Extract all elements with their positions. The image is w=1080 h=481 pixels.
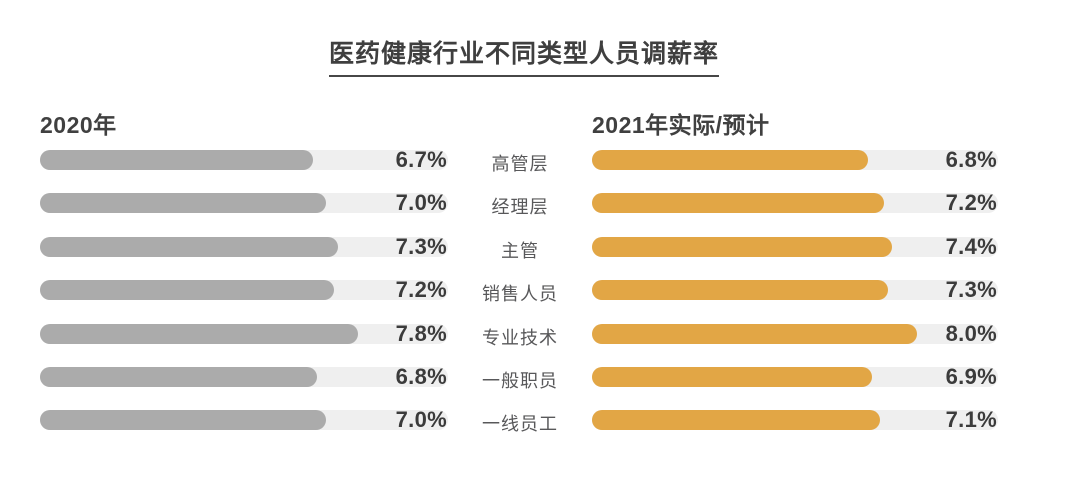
bar-fill-2021 <box>592 193 885 214</box>
bar-track-2020: 7.2% <box>40 277 448 303</box>
header-2020: 2020年 <box>40 112 117 138</box>
bar-fill-2021 <box>592 366 873 387</box>
bar-fill-2020 <box>40 280 334 301</box>
category-label: 一般职员 <box>482 370 558 391</box>
title-wrap: 医药健康行业不同类型人员调薪率 <box>0 34 1048 77</box>
category-label: 销售人员 <box>482 284 558 305</box>
chart-row: 7.8% 专业技术 8.0% <box>40 320 998 348</box>
bar-track-2021: 7.3% <box>592 277 998 303</box>
bar-track-2020: 6.8% <box>40 363 448 389</box>
category-label: 专业技术 <box>482 327 558 348</box>
chart-row: 7.0% 经理层 7.2% <box>40 190 998 217</box>
chart-row: 6.8% 一般职员 6.9% <box>40 363 998 391</box>
category-label: 经理层 <box>491 197 549 218</box>
bar-fill-2020 <box>40 410 326 431</box>
bar-track-2021: 6.9% <box>592 363 998 389</box>
bar-track-2020: 7.0% <box>40 190 448 216</box>
bar-track-2021: 7.2% <box>592 190 998 216</box>
chart-row: 7.2% 销售人员 7.3% <box>40 277 998 304</box>
header-2021: 2021年实际/预计 <box>592 112 770 138</box>
bar-fill-2020 <box>40 323 359 344</box>
chart-row: 6.7% 高管层 6.8% <box>40 147 998 174</box>
bar-value-2020: 7.0% <box>395 407 447 433</box>
bar-fill-2021 <box>592 323 917 344</box>
bar-value-2020: 7.2% <box>395 277 447 303</box>
bar-value-2021: 7.4% <box>945 233 997 259</box>
bar-value-2021: 6.8% <box>945 147 997 172</box>
category-label: 主管 <box>501 240 539 261</box>
bar-track-2020: 7.0% <box>40 407 448 433</box>
bar-fill-2020 <box>40 236 338 257</box>
bar-track-2021: 7.4% <box>592 233 998 259</box>
bar-track-2021: 6.8% <box>592 147 998 172</box>
bar-fill-2021 <box>592 150 869 170</box>
bar-value-2021: 7.3% <box>945 277 997 303</box>
bar-fill-2020 <box>40 366 318 387</box>
bar-rows: 6.7% 高管层 6.8% 7.0% 经理层 7.2% 7.3% 主管 7.4% 7.2% 销售人员… <box>40 147 998 434</box>
bar-value-2020: 6.8% <box>395 363 447 389</box>
bar-value-2021: 8.0% <box>945 320 997 346</box>
bar-value-2021: 6.9% <box>945 363 997 389</box>
chart-row: 7.0% 一线员工 7.1% <box>40 407 998 434</box>
bar-track-2020: 7.3% <box>40 233 448 259</box>
category-label: 一线员工 <box>482 414 558 435</box>
bar-value-2021: 7.1% <box>945 407 997 433</box>
bar-track-2021: 7.1% <box>592 407 998 433</box>
chart-title: 医药健康行业不同类型人员调薪率 <box>328 34 719 77</box>
bar-fill-2021 <box>592 236 893 257</box>
bar-fill-2021 <box>592 410 881 431</box>
bar-fill-2020 <box>40 150 314 170</box>
bar-value-2020: 7.0% <box>395 190 447 216</box>
bar-track-2020: 6.7% <box>40 147 448 172</box>
bar-value-2021: 7.2% <box>945 190 997 216</box>
column-headers: 2020年 2021年实际/预计 <box>40 106 998 138</box>
category-label: 高管层 <box>491 154 549 174</box>
bar-track-2020: 7.8% <box>40 320 448 346</box>
bar-value-2020: 7.8% <box>395 320 447 346</box>
bar-value-2020: 6.7% <box>395 147 447 172</box>
bar-track-2021: 8.0% <box>592 320 998 346</box>
chart-content: 2020年 2021年实际/预计 6.7% 高管层 6.8% 7.0% 经理层 7.2% 7… <box>40 106 998 434</box>
bar-fill-2021 <box>592 280 889 301</box>
chart-row: 7.3% 主管 7.4% <box>40 233 998 261</box>
bar-fill-2020 <box>40 193 326 214</box>
bar-value-2020: 7.3% <box>395 233 447 259</box>
